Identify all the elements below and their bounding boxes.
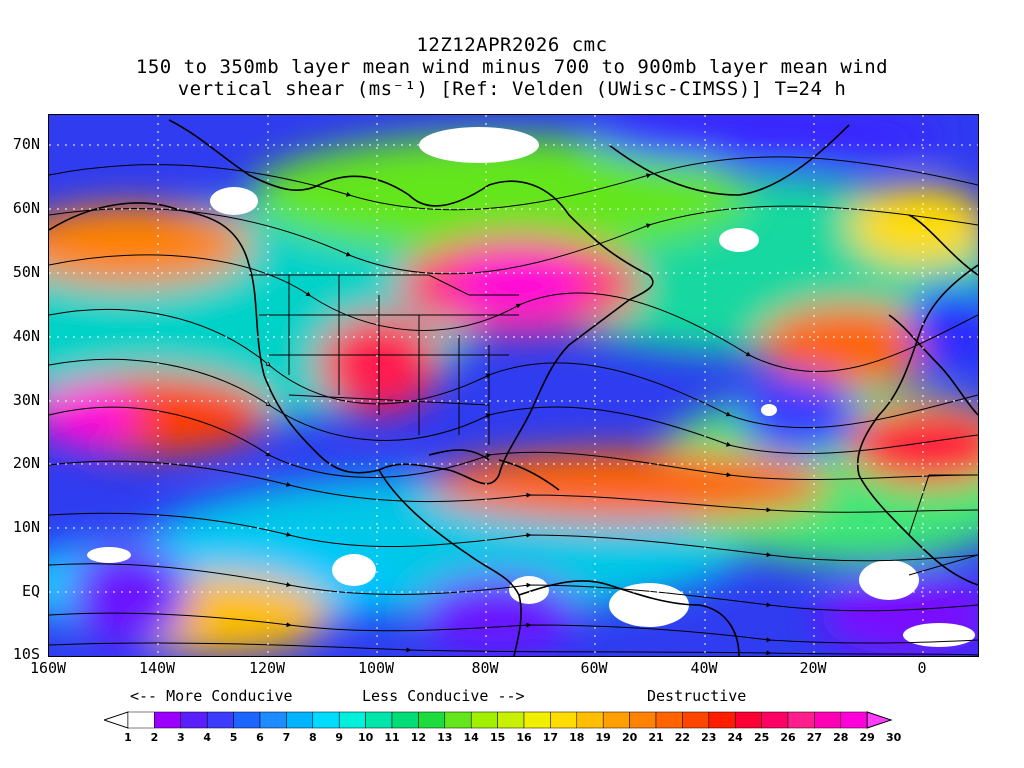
colorbar-segment bbox=[338, 711, 366, 729]
colorbar-segment bbox=[550, 711, 578, 729]
colorbar-label: 19 bbox=[595, 731, 611, 744]
colorbar-label: 7 bbox=[282, 731, 291, 744]
colorbar-label: 5 bbox=[229, 731, 238, 744]
colorbar-label: 9 bbox=[335, 731, 344, 744]
lat-label-70n: 70N bbox=[12, 135, 40, 153]
colorbar-label: 18 bbox=[569, 731, 585, 744]
colorbar-segment bbox=[787, 711, 815, 729]
colorbar-segment bbox=[233, 711, 261, 729]
colorbar-segment bbox=[840, 711, 868, 729]
colorbar-segment bbox=[127, 711, 155, 729]
colorbar-label: 10 bbox=[357, 731, 374, 744]
title-run-time: 12Z12APR2026 cmc bbox=[416, 34, 608, 56]
colorbar-label: 30 bbox=[885, 731, 902, 744]
lon-label-80w: 80W bbox=[471, 659, 499, 677]
colorbar-segment bbox=[180, 711, 208, 729]
colorbar-segment bbox=[761, 711, 789, 729]
colorbar-label: 23 bbox=[701, 731, 717, 744]
colorbar-label: 29 bbox=[859, 731, 875, 744]
colorbar-segment bbox=[523, 711, 551, 729]
lat-label-10s: 10S bbox=[12, 645, 40, 663]
lat-label-10n: 10N bbox=[12, 518, 40, 536]
colorbar-segment bbox=[629, 711, 657, 729]
lon-label-60w: 60W bbox=[580, 659, 608, 677]
colorbar-segment bbox=[814, 711, 842, 729]
colorbar-label: 8 bbox=[308, 731, 317, 744]
colorbar-segment bbox=[576, 711, 604, 729]
title-field-description: 150 to 350mb layer mean wind minus 700 t… bbox=[135, 56, 889, 78]
colorbar-label: 16 bbox=[516, 731, 532, 744]
colorbar-segment bbox=[154, 711, 182, 729]
colorbar-segment bbox=[497, 711, 525, 729]
lat-label-50n: 50N bbox=[12, 263, 40, 281]
lat-label-20n: 20N bbox=[12, 454, 40, 472]
lon-label-100w: 100W bbox=[357, 659, 395, 677]
colorbar-segment bbox=[206, 711, 234, 729]
more-conducive-label: <-- More Conducive bbox=[130, 687, 293, 705]
lon-label-140w: 140W bbox=[138, 659, 176, 677]
colorbar-segment bbox=[312, 711, 340, 729]
colorbar-segment bbox=[602, 711, 630, 729]
colorbar-left-arrow bbox=[104, 711, 129, 729]
colorbar-label: 13 bbox=[437, 731, 453, 744]
colorbar-segment bbox=[734, 711, 762, 729]
colorbar-segment bbox=[286, 711, 314, 729]
colorbar-segment bbox=[365, 711, 393, 729]
shear-map bbox=[48, 114, 979, 657]
colorbar-label: 11 bbox=[384, 731, 400, 744]
title-units-reference: vertical shear (ms⁻¹) [Ref: Velden (UWis… bbox=[177, 78, 847, 100]
graticule bbox=[49, 115, 978, 656]
colorbar-label: 15 bbox=[489, 731, 506, 744]
colorbar-label: 22 bbox=[674, 731, 691, 744]
colorbar-label: 26 bbox=[780, 731, 796, 744]
colorbar-label: 28 bbox=[833, 731, 849, 744]
lon-label-160w: 160W bbox=[29, 659, 67, 677]
colorbar-segment bbox=[470, 711, 498, 729]
less-conducive-label: Less Conducive --> bbox=[362, 687, 525, 705]
colorbar-label: 20 bbox=[621, 731, 638, 744]
colorbar-segment bbox=[418, 711, 446, 729]
colorbar-segment bbox=[655, 711, 683, 729]
colorbar-label: 27 bbox=[806, 731, 823, 744]
colorbar-segment bbox=[708, 711, 736, 729]
colorbar bbox=[104, 711, 893, 729]
shear-map-canvas bbox=[49, 115, 978, 656]
colorbar-label: 2 bbox=[150, 731, 159, 744]
colorbar-label: 12 bbox=[410, 731, 427, 744]
colorbar-label: 21 bbox=[648, 731, 664, 744]
lat-label-eq: EQ bbox=[21, 582, 40, 600]
colorbar-segment bbox=[444, 711, 472, 729]
map-title: 12Z12APR2026 cmc 150 to 350mb layer mean… bbox=[0, 34, 1024, 100]
lat-label-40n: 40N bbox=[12, 327, 40, 345]
lon-label-20w: 20W bbox=[799, 659, 827, 677]
destructive-label: Destructive bbox=[647, 687, 747, 705]
lat-label-30n: 30N bbox=[12, 391, 40, 409]
colorbar-label: 14 bbox=[463, 731, 479, 744]
colorbar-label: 1 bbox=[124, 731, 132, 744]
colorbar-segment bbox=[682, 711, 710, 729]
colorbar-right-arrow bbox=[866, 711, 893, 729]
colorbar-segment bbox=[259, 711, 287, 729]
colorbar-label: 25 bbox=[753, 731, 770, 744]
colorbar-label: 24 bbox=[727, 731, 743, 744]
wind-streamlines bbox=[49, 156, 978, 656]
lon-label-0: 0 bbox=[917, 659, 927, 677]
lon-label-40w: 40W bbox=[690, 659, 718, 677]
colorbar-label: 6 bbox=[256, 731, 264, 744]
colorbar-label: 4 bbox=[203, 731, 212, 744]
colorbar-label: 3 bbox=[176, 731, 185, 744]
lat-label-60n: 60N bbox=[12, 199, 40, 217]
lon-label-120w: 120W bbox=[248, 659, 286, 677]
colorbar-label: 17 bbox=[542, 731, 559, 744]
colorbar-segment bbox=[391, 711, 419, 729]
